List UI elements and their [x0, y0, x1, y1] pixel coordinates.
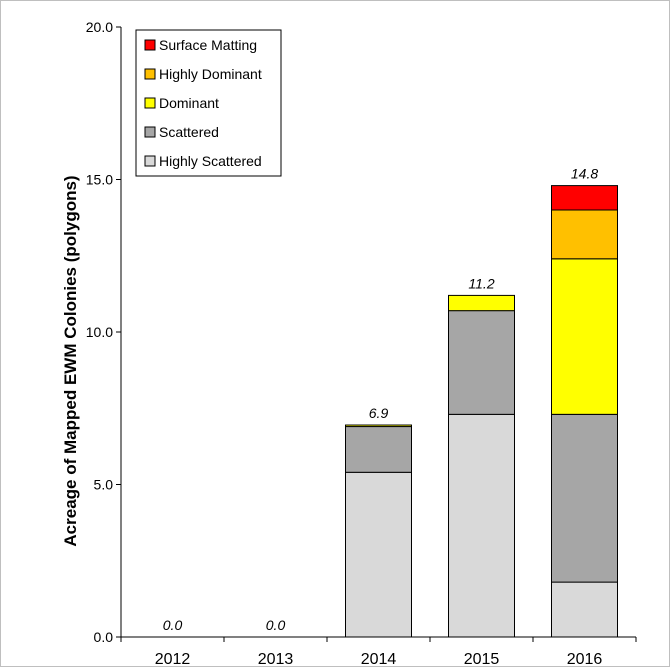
bar-segment	[551, 185, 618, 211]
bar-segment	[345, 471, 412, 638]
y-tick-label: 15.0	[86, 172, 113, 188]
y-tick-label: 20.0	[86, 19, 113, 35]
x-category-label: 2015	[464, 651, 500, 667]
legend: Surface Matting Highly Dominant Dominant Sc…	[135, 29, 282, 177]
y-axis: 0.0 5.0 10.0 15.0 20.0	[86, 19, 122, 645]
total-data-label: 11.2	[468, 275, 494, 291]
x-category-label: 2012	[155, 651, 191, 667]
bar-segment	[551, 581, 618, 638]
legend-box	[135, 29, 282, 177]
bar-segment	[448, 413, 515, 638]
x-category-label: 2014	[361, 651, 397, 667]
total-data-label: 6.9	[369, 405, 389, 421]
legend-label: Scattered	[159, 124, 219, 140]
x-category-label: 2013	[258, 651, 294, 667]
legend-label: Dominant	[159, 95, 219, 111]
x-category-label: 2016	[567, 651, 603, 667]
y-axis-title: Acreage of Mapped EWM Colonies (polygons…	[61, 175, 80, 546]
legend-label: Surface Matting	[159, 37, 257, 53]
total-data-label: 0.0	[163, 617, 183, 633]
legend-label: Highly Scattered	[159, 153, 262, 169]
legend-swatch	[144, 39, 156, 51]
bar-segment	[345, 426, 412, 473]
bar-segment	[551, 413, 618, 583]
bar-segment	[345, 424, 412, 428]
y-tick-label: 10.0	[86, 324, 113, 340]
total-labels: 0.0 0.0 6.9 11.2 14.8	[163, 166, 599, 633]
total-data-label: 14.8	[571, 166, 598, 182]
legend-swatch	[144, 126, 156, 138]
bar-segment	[551, 258, 618, 415]
bar-segment	[551, 209, 618, 260]
y-tick-label: 5.0	[94, 477, 114, 493]
legend-label: Highly Dominant	[159, 66, 262, 82]
total-data-label: 0.0	[266, 617, 286, 633]
legend-swatch	[144, 155, 156, 167]
y-tick-label: 0.0	[94, 629, 114, 645]
bar-segment	[448, 310, 515, 415]
x-axis: 2012 2013 2014 2015 2016	[120, 636, 637, 667]
legend-swatch	[144, 97, 156, 109]
bars	[345, 185, 618, 638]
legend-swatch	[144, 68, 156, 80]
bar-segment	[448, 294, 515, 312]
